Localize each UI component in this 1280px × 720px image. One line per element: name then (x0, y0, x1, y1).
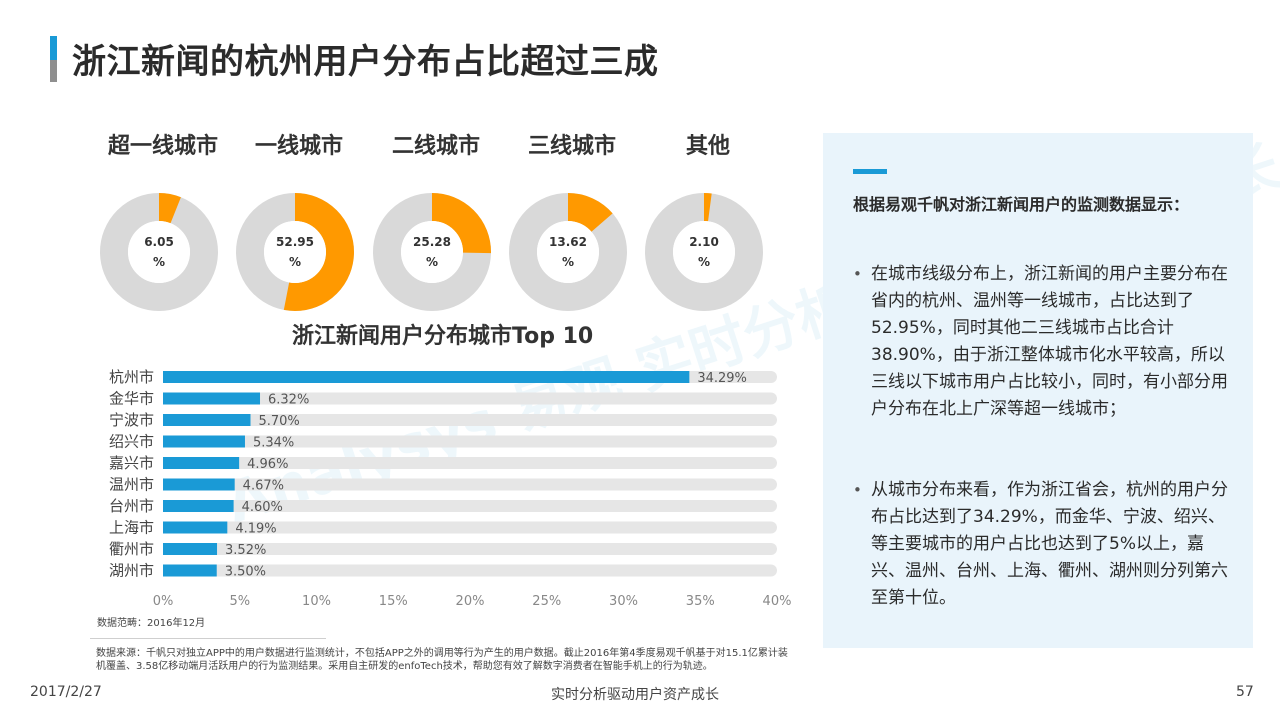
donut-label-1: 超一线城市 (107, 134, 218, 159)
bar-track (163, 414, 777, 426)
donut-value-1: 6.05% (144, 235, 174, 269)
bullet-item-2: • 从城市分布来看，作为浙江省会，杭州的用户分布占比达到了34.29%，而金华、… (853, 477, 1233, 612)
donut-hole (128, 221, 190, 283)
donut-chart-1 (100, 193, 218, 311)
bar-category-label: 嘉兴市 (109, 454, 154, 472)
bar-value-label: 34.29% (697, 371, 747, 386)
bar-value-label: 3.50% (225, 565, 266, 580)
donut-slice (100, 193, 218, 311)
bar-track (163, 500, 777, 512)
summary-panel: 根据易观千帆对浙江新闻用户的监测数据显示： • 在城市线级分布上，浙江新闻的用户… (823, 133, 1253, 648)
x-tick-label: 10% (302, 594, 331, 609)
bar-value-label: 5.34% (253, 436, 294, 451)
bullet-text-2: 从城市分布来看，作为浙江省会，杭州的用户分布占比达到了34.29%，而金华、宁波… (871, 480, 1228, 608)
bar-category-label: 温州市 (109, 476, 154, 494)
page-title: 浙江新闻的杭州用户分布占比超过三成 (72, 42, 659, 82)
donut-chart-3 (373, 193, 491, 311)
panel-accent-bar (853, 169, 887, 174)
bar-value-label: 4.67% (243, 479, 284, 494)
panel-heading: 根据易观千帆对浙江新闻用户的监测数据显示： (853, 195, 1190, 214)
bar-track (163, 564, 777, 577)
donut-value-2: 52.95% (276, 235, 314, 269)
bar (163, 392, 261, 405)
bar (163, 435, 245, 448)
bar-value-label: 5.70% (258, 414, 299, 429)
bar-category-label: 绍兴市 (109, 433, 154, 451)
data-range-note: 数据范畴：2016年12月 (97, 618, 206, 629)
donut-slice (373, 193, 491, 311)
x-tick-label: 15% (379, 594, 408, 609)
bar (163, 414, 251, 426)
bar (163, 521, 228, 534)
page-number: 57 (1236, 684, 1254, 700)
bar (163, 543, 218, 555)
donut-hole (401, 221, 463, 283)
bar-category-label: 湖州市 (109, 562, 154, 580)
bar-value-label: 6.32% (268, 393, 309, 408)
bar-category-label: 台州市 (109, 497, 154, 515)
bar-chart-title: 浙江新闻用户分布城市Top 10 (292, 324, 594, 349)
donut-hole (264, 221, 326, 283)
x-tick-label: 30% (609, 594, 638, 609)
bar-value-label: 4.19% (235, 522, 276, 537)
donut-chart-4 (509, 193, 627, 311)
x-tick-label: 20% (456, 594, 485, 609)
donut-label-2: 一线城市 (254, 134, 343, 159)
donut-value-4: 13.62% (549, 235, 587, 269)
donut-label-3: 二线城市 (391, 134, 480, 159)
footer-date: 2017/2/27 (30, 684, 102, 700)
bar (163, 457, 240, 469)
footnote-divider (90, 638, 326, 639)
bar-category-label: 上海市 (109, 519, 154, 537)
bar-category-label: 杭州市 (109, 368, 154, 386)
bar-track (163, 435, 777, 448)
bar-track (163, 543, 777, 555)
donut-hole (673, 221, 735, 283)
donut-hole (537, 221, 599, 283)
bar-chart: 杭州市 34.29% 金华市 6.32% 宁波市 5.70% 绍兴市 5.34% 嘉兴市 4.96… (109, 368, 792, 609)
bullet-dot-icon: • (853, 481, 862, 499)
bullet-text-1: 在城市线级分布上，浙江新闻的用户主要分布在省内的杭州、温州等一线城市，占比达到了… (871, 264, 1228, 419)
bar-track (163, 521, 777, 534)
bar (163, 371, 690, 383)
title-accent-bar (50, 36, 57, 82)
donut-slice (645, 193, 763, 311)
data-source-note: 数据来源：千帆只对独立APP中的用户数据进行监测统计，不包括APP之外的调用等行… (96, 648, 788, 672)
donut-value-5: 2.10% (689, 235, 719, 269)
x-tick-label: 25% (532, 594, 561, 609)
donut-value-3: 25.28% (413, 235, 451, 269)
bar-value-label: 3.52% (225, 543, 266, 558)
bar-track (163, 478, 777, 491)
bar-category-label: 金华市 (109, 390, 154, 408)
x-tick-label: 40% (763, 594, 792, 609)
bar (163, 478, 235, 491)
x-tick-label: 0% (153, 594, 174, 609)
donut-slice (509, 193, 627, 311)
bar-category-label: 衢州市 (109, 540, 154, 558)
bar-category-label: 宁波市 (109, 411, 154, 429)
bar-value-label: 4.96% (247, 457, 288, 472)
donut-slice (236, 193, 354, 311)
bar (163, 500, 234, 512)
donut-label-5: 其他 (685, 134, 730, 159)
footer-slogan: 实时分析驱动用户资产成长 (551, 687, 719, 703)
bullet-dot-icon: • (853, 265, 862, 283)
bar (163, 564, 217, 577)
donut-chart-5 (645, 193, 763, 311)
bar-track (163, 457, 777, 469)
x-tick-label: 35% (686, 594, 715, 609)
bullet-item-1: • 在城市线级分布上，浙江新闻的用户主要分布在省内的杭州、温州等一线城市，占比达… (853, 261, 1233, 423)
x-tick-label: 5% (229, 594, 250, 609)
donut-chart-2 (236, 193, 354, 311)
bar-track (163, 392, 777, 405)
bar-value-label: 4.60% (242, 500, 283, 515)
donut-label-4: 三线城市 (527, 134, 616, 159)
